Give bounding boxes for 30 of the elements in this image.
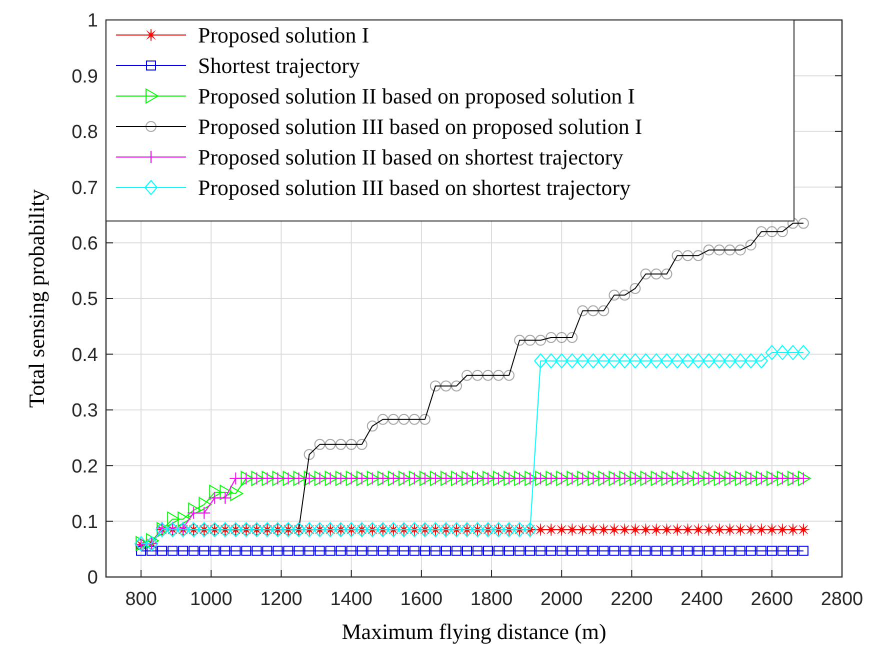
x-tick-label: 2200 — [610, 589, 653, 610]
x-tick-label: 2000 — [540, 589, 583, 610]
x-tick-label: 1600 — [400, 589, 443, 610]
x-axis-title: Maximum flying distance (m) — [342, 619, 606, 644]
legend-label: Proposed solution II based on proposed solution I — [198, 84, 635, 109]
x-tick-label: 800 — [125, 589, 157, 610]
y-tick-label: 0.6 — [72, 233, 98, 254]
y-tick-label: 1 — [87, 10, 98, 32]
y-tick-label: 0.9 — [72, 66, 98, 88]
y-tick-label: 0.7 — [72, 178, 98, 199]
x-tick-label: 1400 — [330, 589, 372, 610]
x-tick-label: 1800 — [470, 589, 513, 610]
legend-label: Proposed solution I — [198, 22, 370, 48]
legend-label: Shortest trajectory — [198, 53, 360, 78]
x-tick-label: 2600 — [750, 589, 794, 610]
legend-label: Proposed solution III based on proposed solution I — [198, 114, 642, 140]
y-tick-label: 0.2 — [72, 456, 98, 478]
y-axis-title: Total sensing probability — [24, 189, 49, 408]
x-tick-label: 1200 — [260, 589, 302, 610]
y-tick-label: 0.3 — [72, 400, 98, 422]
y-tick-label: 0.8 — [72, 122, 98, 144]
legend-label: Proposed solution III based on shortest trajectory — [198, 175, 631, 200]
x-tick-label: 1000 — [190, 589, 232, 610]
y-tick-label: 0.4 — [72, 344, 98, 366]
x-tick-label: 2400 — [680, 589, 723, 610]
y-tick-label: 0 — [87, 568, 98, 589]
y-tick-label: 0.5 — [72, 289, 98, 310]
x-tick-label: 2800 — [820, 589, 864, 610]
y-tick-label: 0.1 — [72, 512, 98, 533]
legend-label: Proposed solution II based on shortest trajectory — [198, 144, 624, 170]
